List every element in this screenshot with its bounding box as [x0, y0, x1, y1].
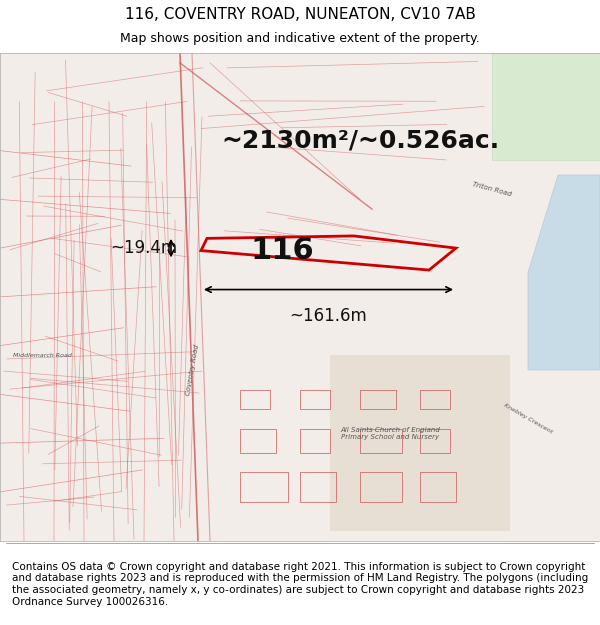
Text: Knebley Crescent: Knebley Crescent: [503, 402, 553, 435]
Text: All Saints Church of England
Primary School and Nursery: All Saints Church of England Primary Sch…: [340, 427, 440, 440]
Bar: [360, 429, 402, 453]
Text: ~161.6m: ~161.6m: [290, 308, 367, 326]
Text: Coventry Road: Coventry Road: [184, 344, 200, 396]
Bar: [420, 389, 450, 409]
Bar: [300, 429, 330, 453]
Polygon shape: [492, 53, 600, 161]
Text: Contains OS data © Crown copyright and database right 2021. This information is : Contains OS data © Crown copyright and d…: [12, 562, 588, 606]
Text: Map shows position and indicative extent of the property.: Map shows position and indicative extent…: [120, 32, 480, 45]
Polygon shape: [528, 175, 600, 370]
Text: 116: 116: [250, 236, 314, 265]
Bar: [300, 389, 330, 409]
Text: 116, COVENTRY ROAD, NUNEATON, CV10 7AB: 116, COVENTRY ROAD, NUNEATON, CV10 7AB: [125, 8, 475, 22]
Text: ~2130m²/~0.526ac.: ~2130m²/~0.526ac.: [221, 129, 499, 153]
Bar: [360, 389, 396, 409]
Polygon shape: [330, 356, 510, 531]
Text: Middlemarch Road: Middlemarch Road: [13, 353, 71, 358]
Bar: [420, 472, 456, 502]
Bar: [420, 429, 450, 453]
Text: ~19.4m: ~19.4m: [110, 239, 178, 257]
Bar: [240, 429, 276, 453]
Bar: [240, 472, 288, 502]
Bar: [360, 472, 402, 502]
Text: Triton Road: Triton Road: [472, 181, 512, 198]
Bar: [240, 389, 270, 409]
Bar: [300, 472, 336, 502]
